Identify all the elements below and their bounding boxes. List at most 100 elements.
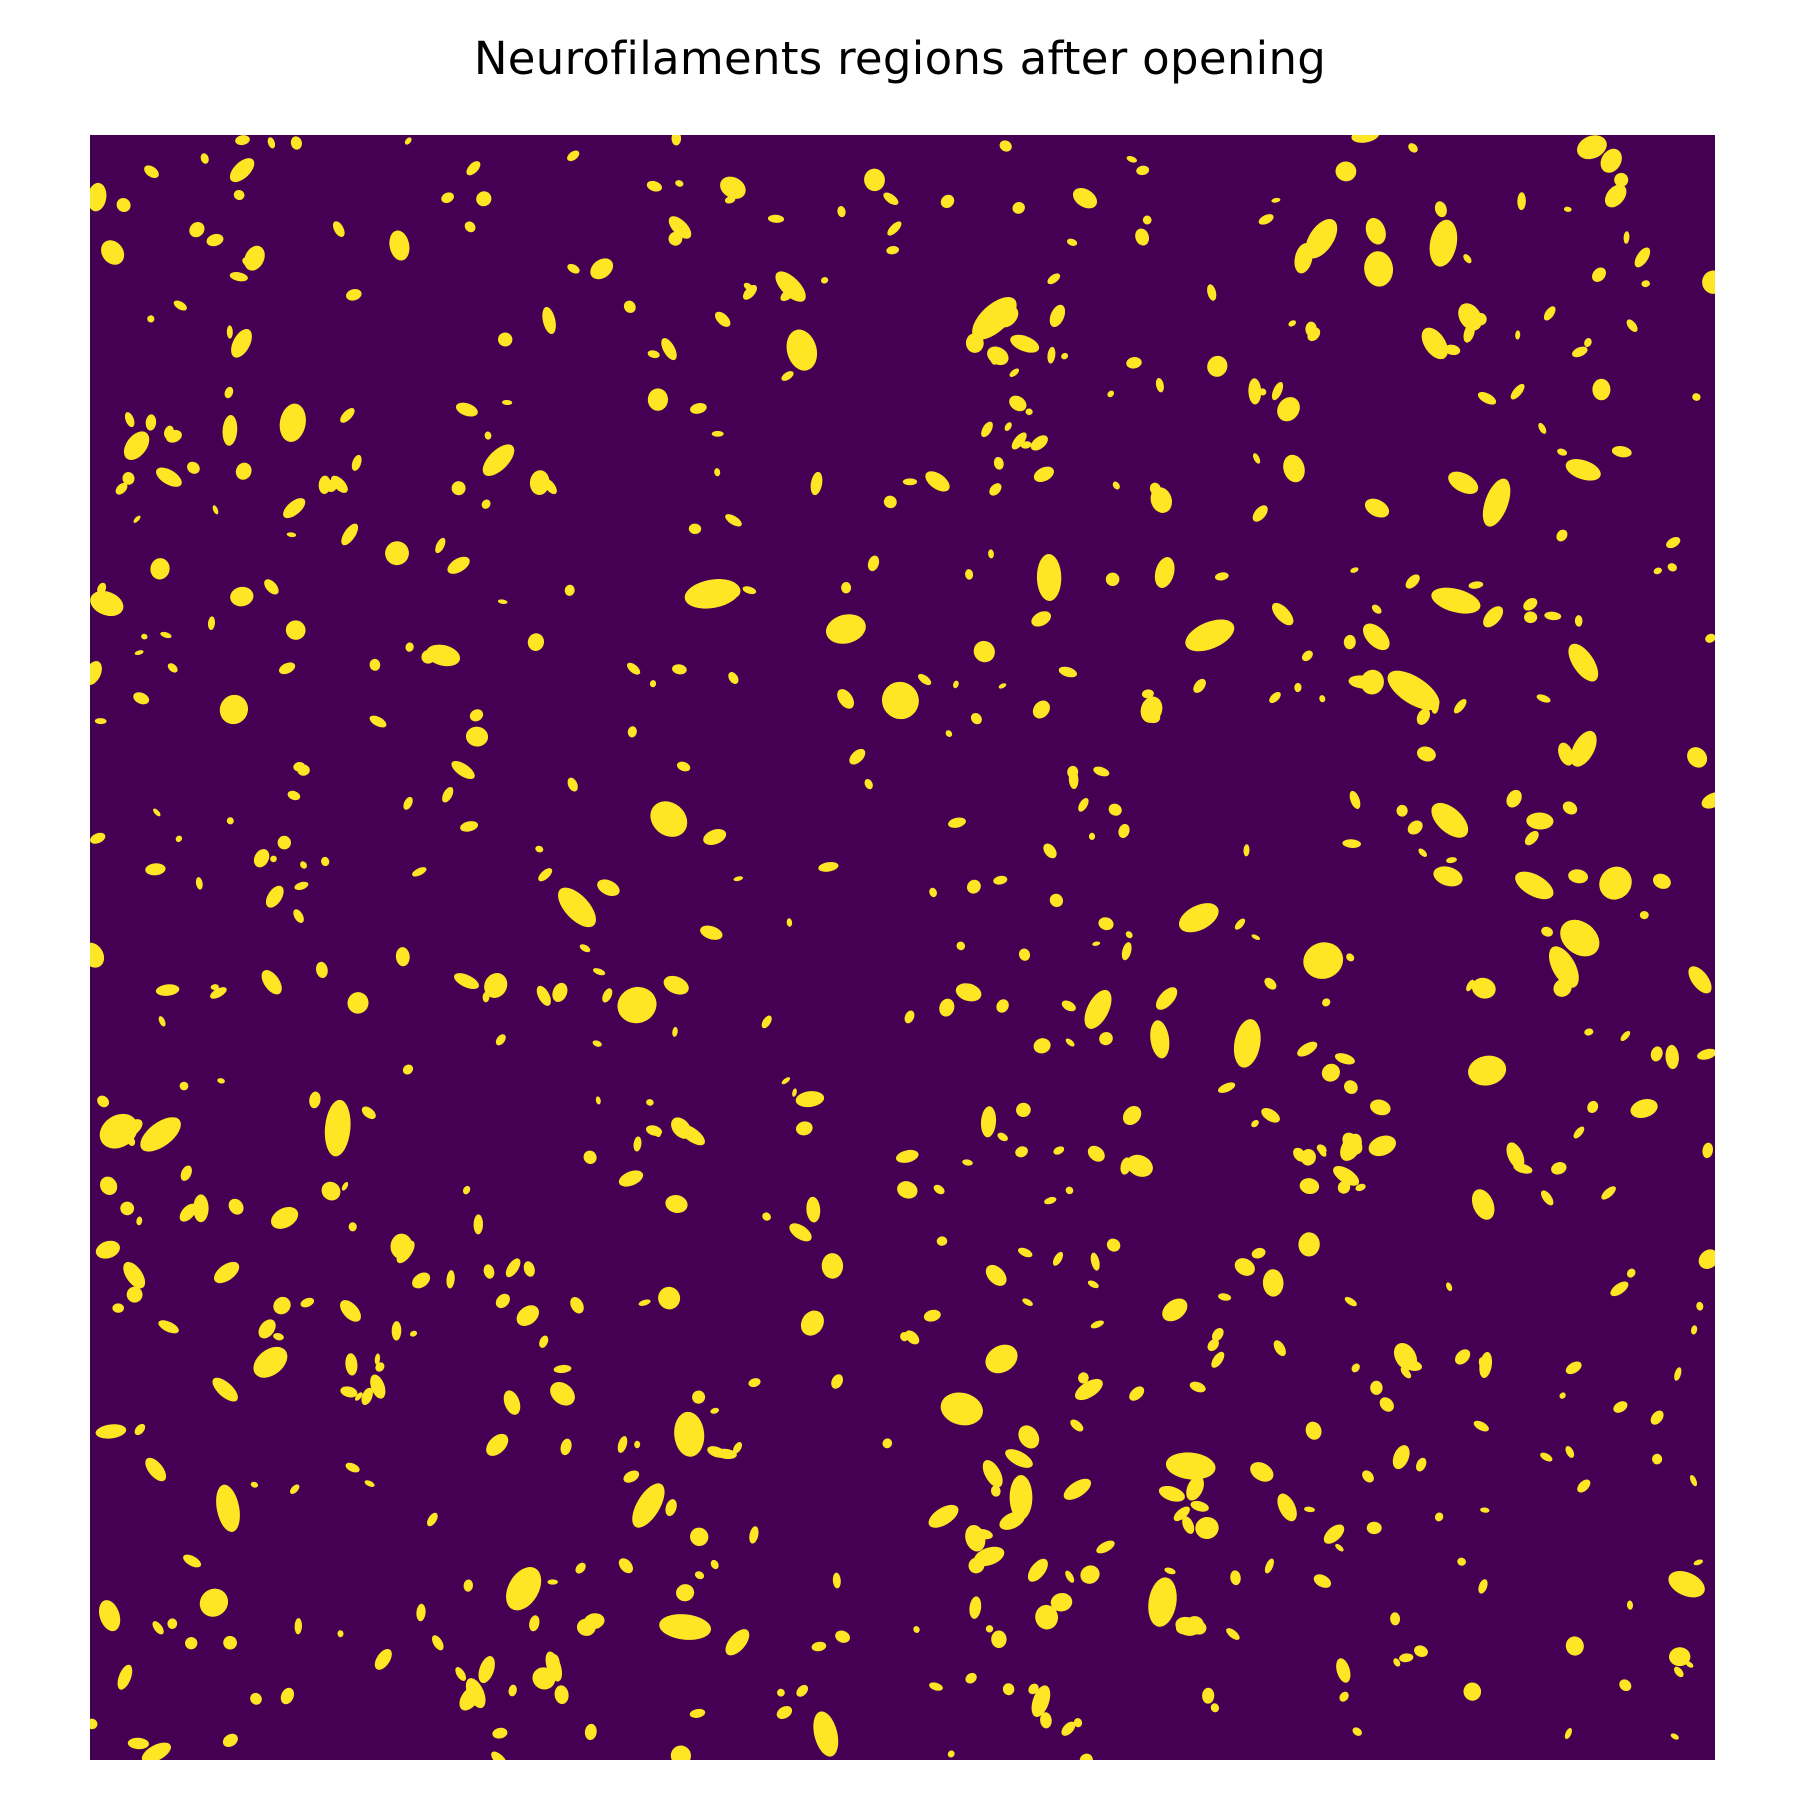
region-blob: [340, 1386, 358, 1398]
mask-background: [90, 135, 1715, 1760]
region-blob: [1548, 946, 1579, 988]
region-blob: [1524, 611, 1538, 624]
region-blob: [1674, 1367, 1682, 1381]
region-blob: [1005, 1449, 1033, 1468]
region-blob: [955, 983, 982, 1002]
region-blob: [442, 786, 454, 803]
region-blob: [120, 1201, 135, 1216]
region-blob: [464, 221, 476, 233]
region-blob: [1121, 942, 1132, 961]
region-blob: [1592, 378, 1611, 401]
region-blob: [1418, 848, 1428, 857]
region-blob: [460, 821, 479, 832]
region-blob: [1126, 1154, 1153, 1177]
region-blob: [529, 470, 550, 495]
region-blob: [1630, 1099, 1658, 1118]
region-blob: [1226, 1628, 1240, 1640]
region-blob: [1129, 1386, 1145, 1401]
region-blob: [133, 692, 150, 705]
region-blob: [993, 456, 1004, 470]
region-blob: [618, 1558, 633, 1574]
region-blob: [715, 311, 731, 327]
region-blob: [1135, 228, 1150, 246]
region-blob: [1233, 1019, 1261, 1068]
region-blob: [1040, 1712, 1052, 1729]
region-blob: [929, 887, 937, 898]
region-blob: [253, 1346, 288, 1378]
region-blob: [351, 454, 362, 471]
region-blob: [1017, 1247, 1033, 1258]
region-blob: [1251, 1247, 1266, 1259]
region-blob: [1207, 1338, 1219, 1352]
region-blob: [999, 140, 1012, 152]
region-blob: [235, 462, 252, 480]
region-blob: [1577, 1479, 1591, 1493]
region-blob: [996, 999, 1009, 1013]
region-blob: [1047, 273, 1061, 285]
region-blob: [882, 1438, 893, 1449]
region-blob: [1574, 615, 1583, 627]
region-blob: [1189, 1381, 1206, 1393]
region-blob: [179, 1203, 197, 1222]
region-blob: [714, 468, 721, 477]
region-blob: [1600, 148, 1622, 173]
region-blob: [1538, 422, 1547, 434]
region-blob: [1032, 700, 1050, 719]
region-blob: [1570, 730, 1597, 767]
region-blob: [1416, 1457, 1427, 1472]
region-blob: [1298, 1232, 1320, 1257]
region-blob: [484, 973, 508, 998]
region-blob: [795, 1121, 813, 1136]
region-blob: [1362, 1470, 1374, 1483]
region-blob: [126, 1286, 143, 1303]
region-blob: [1526, 812, 1554, 830]
region-blob: [1304, 1506, 1315, 1513]
region-blob: [627, 726, 637, 738]
region-blob: [207, 616, 216, 630]
region-blob: [1592, 267, 1606, 282]
region-blob: [337, 1630, 344, 1638]
region-blob: [1087, 1145, 1105, 1162]
region-blob: [1701, 792, 1715, 809]
region-blob: [1685, 1661, 1694, 1668]
region-blob: [290, 136, 302, 150]
region-blob: [1351, 1363, 1360, 1373]
region-blob: [409, 1330, 418, 1337]
region-blob: [1688, 966, 1712, 994]
region-blob: [1202, 1687, 1215, 1704]
region-blob: [1652, 873, 1671, 889]
region-blob: [1335, 1543, 1344, 1552]
region-blob: [1294, 682, 1302, 693]
region-blob: [925, 471, 950, 492]
region-blob: [1400, 1367, 1412, 1379]
region-blob: [1348, 675, 1376, 689]
region-blob: [1211, 1351, 1225, 1368]
region-blob: [166, 429, 182, 443]
region-blob: [1043, 843, 1057, 859]
region-blob: [962, 1159, 973, 1166]
region-blob: [675, 180, 684, 187]
region-blob: [1564, 1727, 1572, 1740]
region-blob: [1407, 820, 1423, 835]
region-blob: [538, 868, 553, 882]
region-blob: [883, 495, 897, 509]
region-blob: [482, 444, 515, 477]
region-blob: [1016, 1102, 1031, 1118]
region-blob: [140, 1117, 181, 1152]
region-blob: [405, 642, 414, 652]
region-blob: [1480, 1507, 1490, 1513]
region-blob: [158, 1320, 179, 1334]
region-blob: [453, 973, 480, 990]
plot-title: Neurofilaments regions after opening: [473, 32, 1327, 85]
region-blob: [1482, 478, 1511, 527]
region-blob: [1458, 303, 1482, 331]
region-blob: [229, 158, 255, 183]
region-blob: [558, 887, 596, 928]
region-blob: [1670, 1733, 1679, 1740]
region-blob: [617, 986, 657, 1024]
region-blob: [1429, 219, 1458, 267]
region-blob: [90, 1718, 98, 1730]
region-blob: [235, 135, 250, 146]
region-blob: [1667, 563, 1677, 572]
region-blob: [749, 1526, 759, 1544]
